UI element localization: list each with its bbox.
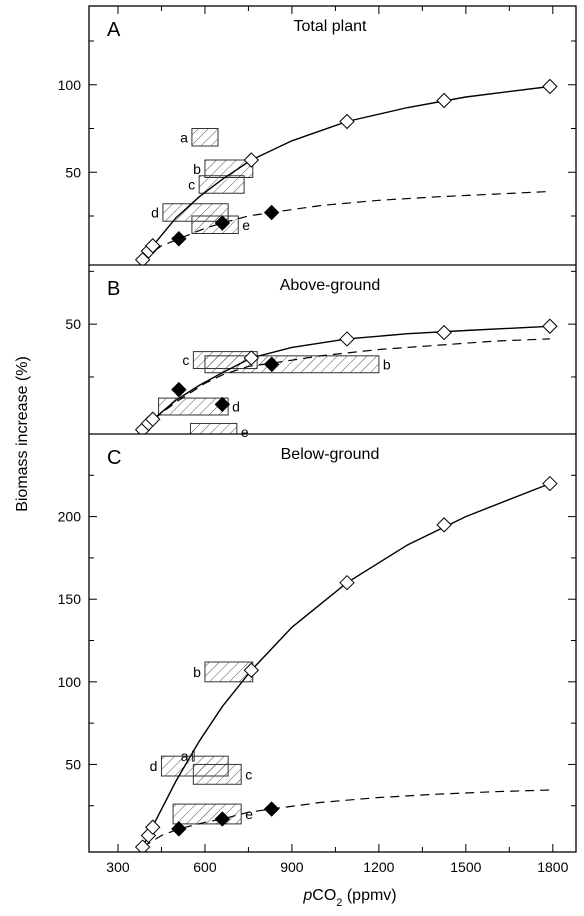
dashed-curve (142, 190, 550, 261)
open-diamond-point (436, 324, 452, 341)
box-label-b: b (193, 664, 201, 680)
hatched-box-c (198, 175, 245, 194)
box-label-b: b (383, 356, 391, 372)
y-tick-label: 50 (65, 164, 81, 180)
box-label-e: e (242, 217, 250, 233)
box-label-c: c (245, 766, 252, 782)
y-tick-label: 200 (58, 509, 82, 525)
open-diamond-point (542, 78, 558, 95)
open-diamond-point (243, 662, 260, 678)
open-diamond-point (339, 113, 355, 130)
open-diamond-point (145, 238, 161, 254)
open-diamond-point (436, 517, 452, 533)
box-label-e: e (245, 806, 253, 822)
panel-letter-b: B (107, 278, 120, 300)
y-tick-label: 50 (65, 756, 81, 772)
y-tick-label: 100 (58, 674, 82, 690)
open-diamond-point (542, 475, 558, 492)
box-label-d: d (232, 399, 240, 415)
hatched-box-b (204, 355, 380, 374)
filled-diamond-point (214, 396, 231, 413)
open-diamond-point (134, 839, 151, 852)
filled-diamond-point (171, 381, 187, 398)
box-label-c: c (188, 177, 195, 193)
hatched-box-a (191, 128, 219, 147)
box-label-b: b (193, 161, 201, 177)
frame-layer: 300 600 900 1200 1500 1800 (88, 5, 577, 875)
x-tick-label: 300 (106, 859, 130, 875)
hatched-box-e (172, 803, 242, 825)
open-diamond-point (243, 350, 260, 366)
open-diamond-point (243, 152, 260, 168)
hatched-box-d (158, 397, 229, 416)
y-tick-label: 50 (65, 316, 81, 332)
x-tick-label: 1200 (363, 859, 394, 875)
panel-content (134, 475, 558, 852)
panel-title: Below-ground (281, 446, 380, 463)
panel-title: Total plant (294, 18, 367, 35)
dashed-curve (142, 338, 550, 431)
x-tick-label: 1800 (537, 859, 568, 875)
panel-content (134, 318, 558, 434)
box-label-c: c (182, 352, 189, 368)
filled-diamond-point (214, 811, 231, 827)
x-tick-label: 600 (193, 859, 217, 875)
filled-diamond-point (214, 215, 231, 231)
open-diamond-point (339, 331, 355, 347)
plot-frame (88, 5, 577, 853)
hatched-box-c (192, 763, 242, 785)
panel-title: Above-ground (280, 277, 381, 294)
box-label-d: d (150, 758, 158, 774)
x-axis-label: pCO2 (ppmv) (302, 887, 396, 909)
y-tick-label: 100 (58, 77, 82, 93)
panel-letter-c: C (107, 447, 121, 469)
panel-c: a b d c e C Below-ground 50 100 150 200 (58, 446, 576, 852)
x-tick-label: 1500 (450, 859, 481, 875)
open-diamond-point (436, 92, 452, 109)
open-diamond-point (542, 318, 558, 334)
open-diamond-point (145, 819, 161, 835)
y-tick-label: 150 (58, 591, 82, 607)
x-tick-label: 900 (280, 859, 304, 875)
panel-a: abc d e A Total plant 50 100 (58, 18, 576, 265)
filled-diamond-point (171, 231, 187, 247)
filled-diamond-point (263, 204, 280, 221)
panel-content (134, 78, 558, 265)
filled-diamond-point (263, 801, 280, 817)
box-label-e: e (241, 424, 249, 440)
box-label-d: d (151, 205, 159, 221)
open-diamond-point (339, 574, 355, 591)
filled-diamond-point (263, 356, 280, 372)
hatched-box-e (189, 422, 238, 434)
filled-diamond-point (171, 821, 187, 837)
y-axis-label: Biomass increase (%) (14, 356, 31, 512)
box-label-a: a (180, 129, 188, 145)
panel-letter-a: A (107, 19, 121, 41)
open-diamond-point (145, 411, 161, 427)
panel-b: c b de B Above-ground 50 (65, 270, 576, 440)
box-label-a: a (181, 748, 189, 764)
